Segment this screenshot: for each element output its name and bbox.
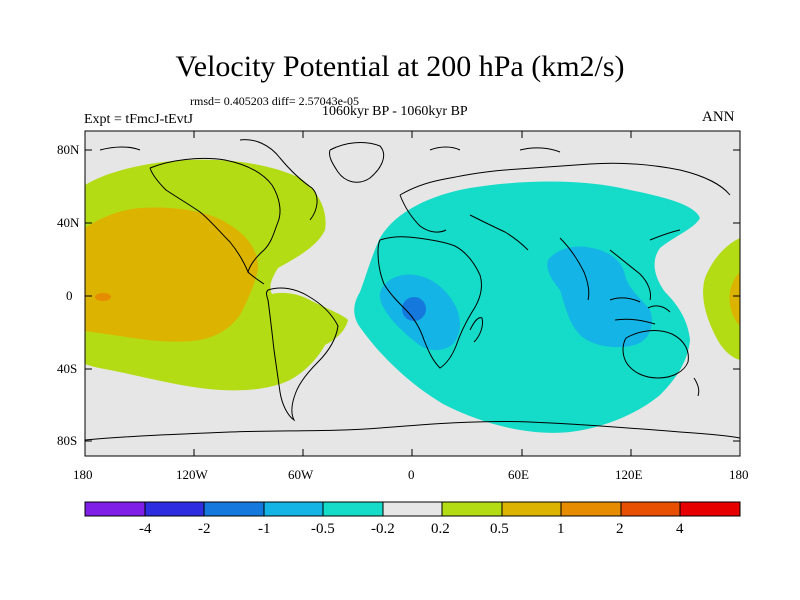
eastern-hemisphere-negative-region: [354, 181, 700, 433]
lat-label-80n: 80N: [57, 142, 80, 157]
colorbar-label: 1: [557, 521, 565, 537]
colorbar-label: 4: [676, 521, 684, 537]
stats-text: rmsd= 0.405203 diff= 2.57043e-05: [190, 94, 359, 108]
lat-label-40s: 40S: [57, 361, 78, 376]
colorbar-label: 0.5: [490, 521, 509, 537]
colorbar-label: -0.2: [371, 521, 395, 537]
lat-label-40n: 40N: [57, 215, 80, 230]
colorbar-box: [144, 501, 205, 517]
colorbar-box: [203, 501, 265, 517]
experiment-label: Expt = tFmcJ-tEvtJ: [84, 112, 194, 127]
colorbar-label: 2: [616, 521, 624, 537]
season-label: ANN: [702, 109, 735, 125]
east-pacific-positive-inner-region: [729, 272, 740, 326]
lat-label-0: 0: [66, 288, 73, 303]
colorbar-box: [679, 501, 741, 517]
colorbar-box: [620, 501, 681, 517]
lat-ticks: [85, 149, 740, 442]
period-label: 1060kyr BP - 1060kyr BP: [322, 104, 468, 119]
indian-ocean-negative-region: [547, 246, 652, 348]
map-title: Velocity Potential at 200 hPa (km2/s): [175, 50, 625, 83]
lon-label-180w: 180: [73, 467, 93, 482]
lat-label-80s: 80S: [57, 433, 78, 448]
lon-label-60e: 60E: [508, 467, 529, 482]
coastlines: [85, 139, 740, 441]
colorbar-box: [501, 501, 562, 517]
colorbar-label: 0.2: [431, 521, 450, 537]
colorbar-label: -1: [258, 521, 271, 537]
colorbar-box: [560, 501, 622, 517]
colorbar-boxes: [84, 501, 741, 517]
east-pacific-positive-outer-region: [703, 238, 740, 360]
colorbar-label: -2: [198, 521, 211, 537]
lon-ticks: [84, 131, 741, 456]
lon-label-180e: 180: [729, 467, 749, 482]
colorbar-box: [322, 501, 384, 517]
colorbar-box: [263, 501, 324, 517]
lon-label-120e: 120E: [615, 467, 643, 482]
congo-negative-core-region: [402, 297, 426, 321]
lon-label-0: 0: [408, 467, 415, 482]
pacific-positive-inner-region: [85, 207, 258, 342]
colorbar-label: -4: [139, 521, 152, 537]
pacific-positive-core-region: [95, 293, 111, 301]
colorbar-box: [382, 501, 443, 517]
lon-label-60w: 60W: [288, 467, 314, 482]
colorbar-label: -0.5: [311, 521, 335, 537]
colorbar-box: [84, 501, 146, 517]
colorbar-box: [441, 501, 503, 517]
lon-label-120w: 120W: [176, 467, 208, 482]
